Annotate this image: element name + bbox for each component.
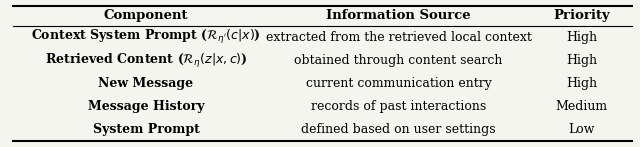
Text: Component: Component <box>104 9 188 22</box>
Text: Priority: Priority <box>554 9 610 22</box>
Text: High: High <box>566 54 597 67</box>
Text: New Message: New Message <box>99 77 193 90</box>
Text: System Prompt: System Prompt <box>93 123 200 136</box>
Text: Medium: Medium <box>556 100 608 113</box>
Text: Message History: Message History <box>88 100 204 113</box>
Text: High: High <box>566 31 597 44</box>
Text: Information Source: Information Source <box>326 9 471 22</box>
Text: Retrieved Content ($\mathcal{R}_{\eta}(z|x, c)$): Retrieved Content ($\mathcal{R}_{\eta}(z… <box>45 51 247 70</box>
Text: current communication entry: current communication entry <box>306 77 492 90</box>
Text: obtained through content search: obtained through content search <box>294 54 503 67</box>
Text: extracted from the retrieved local context: extracted from the retrieved local conte… <box>266 31 532 44</box>
Text: Context System Prompt ($\mathcal{R}_{\eta^{\prime}}(c|x)$): Context System Prompt ($\mathcal{R}_{\et… <box>31 28 261 46</box>
Text: High: High <box>566 77 597 90</box>
Text: defined based on user settings: defined based on user settings <box>301 123 496 136</box>
Text: records of past interactions: records of past interactions <box>311 100 486 113</box>
Text: Low: Low <box>568 123 595 136</box>
